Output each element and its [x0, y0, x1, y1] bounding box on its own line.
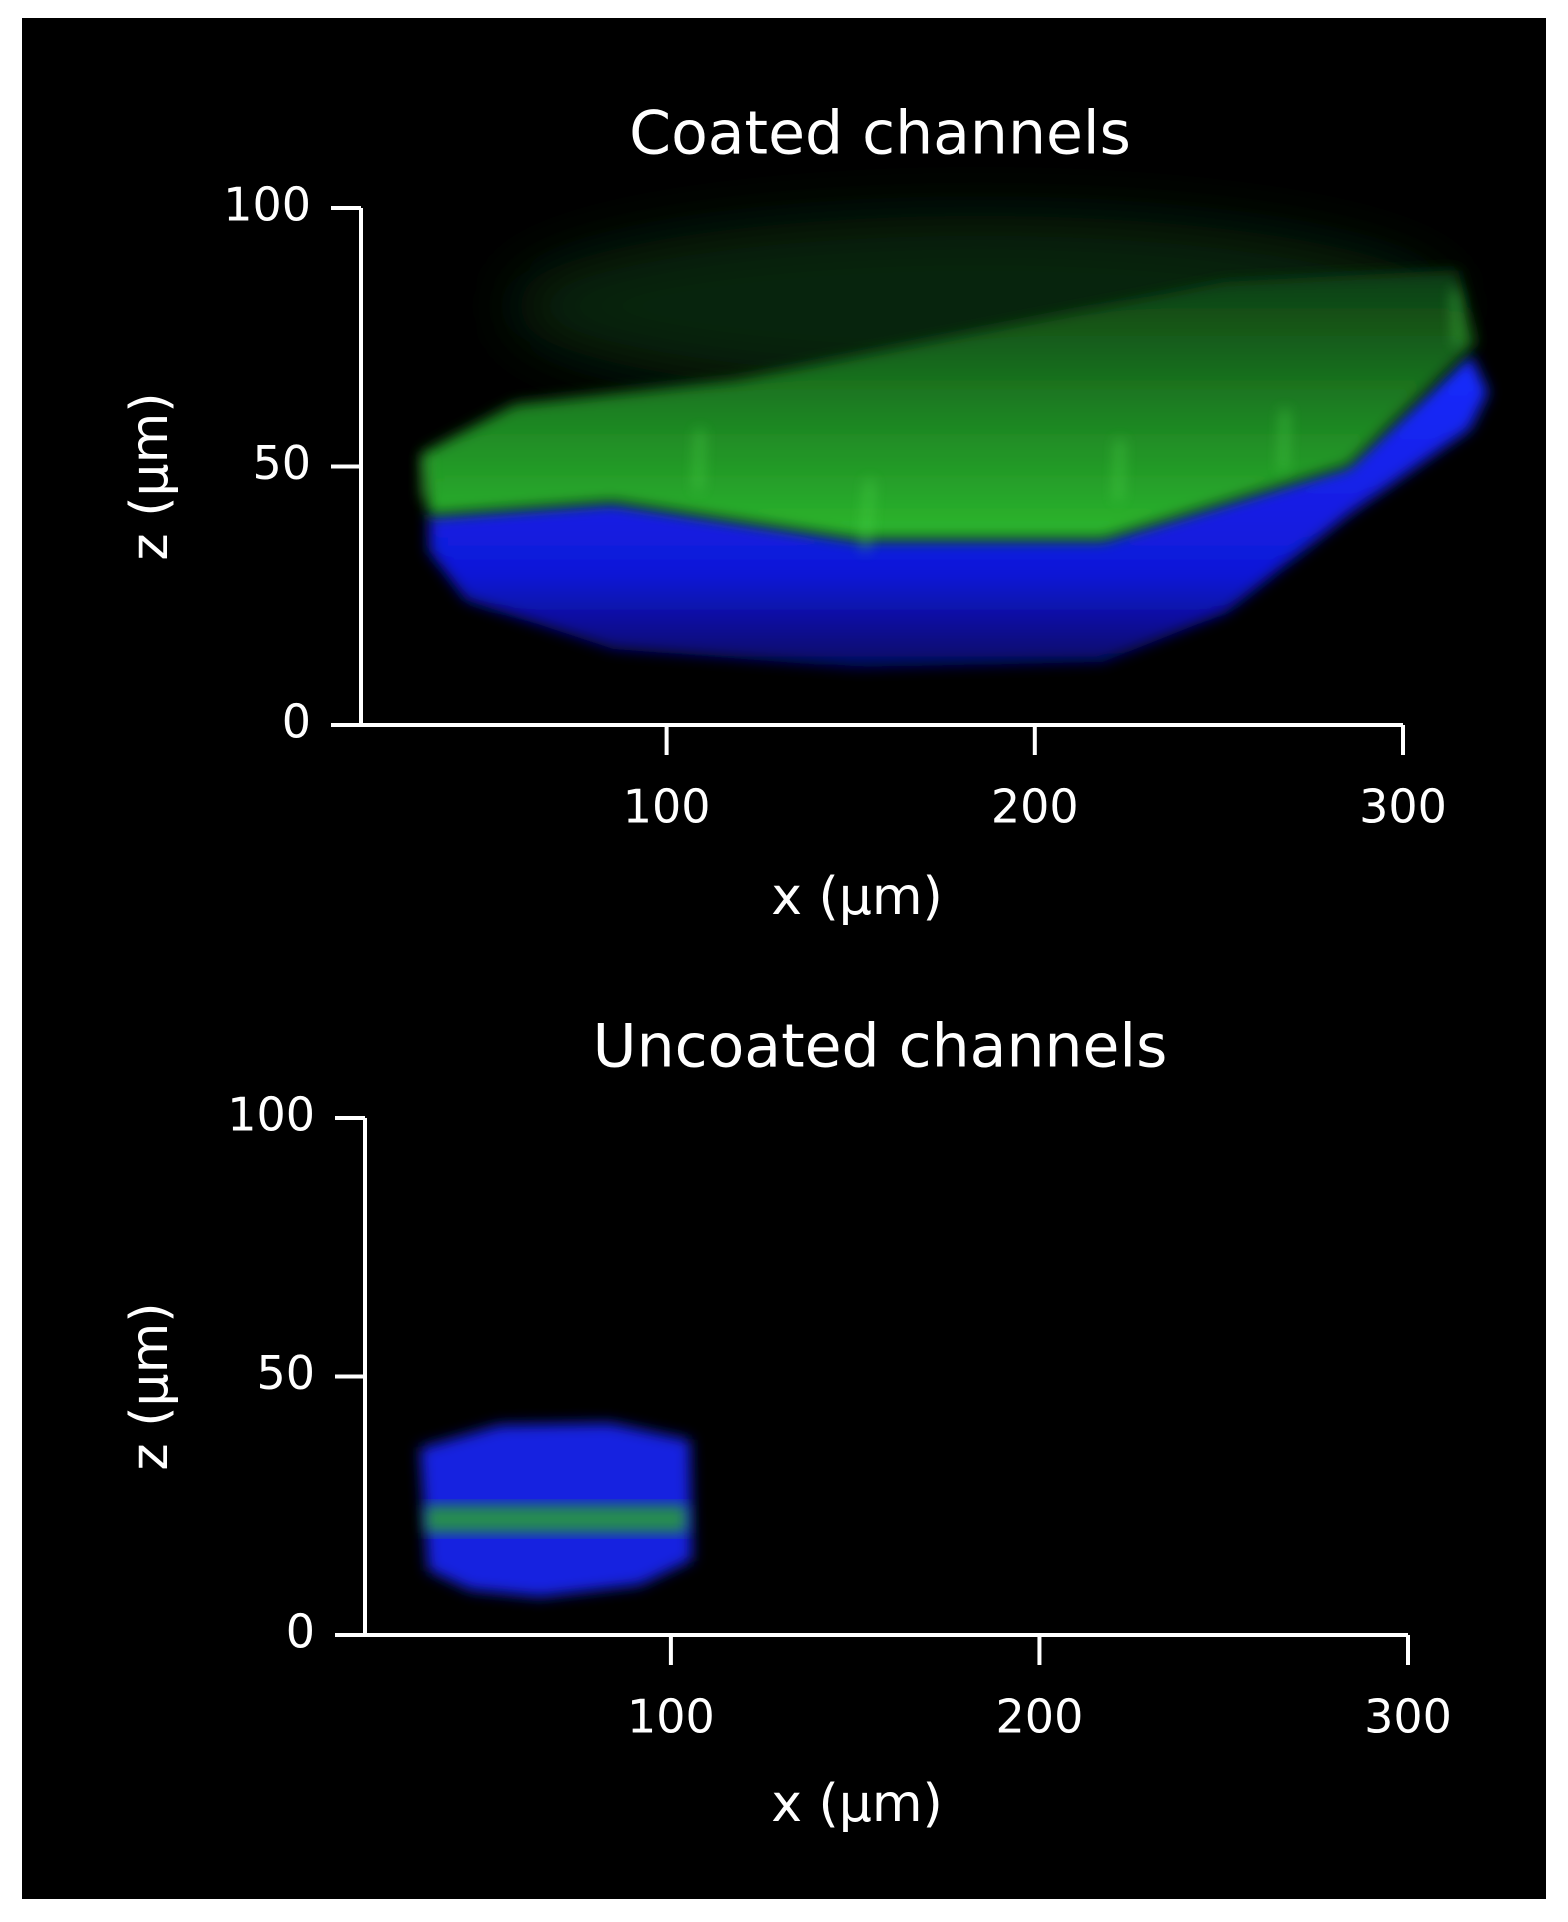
uncoated-image	[420, 1423, 692, 1597]
y-tick-label: 0	[282, 695, 311, 749]
panel-title: Uncoated channels	[593, 1012, 1168, 1082]
x-tick-label: 100	[623, 780, 711, 834]
x-tick-label: 100	[627, 1690, 715, 1744]
y-tick-label: 100	[223, 178, 311, 232]
x-tick-label: 200	[991, 780, 1079, 834]
y-axis-label: z (µm)	[120, 392, 180, 560]
x-axis-label: x (µm)	[771, 1774, 943, 1834]
y-tick-label: 50	[256, 1346, 315, 1400]
x-tick-label: 300	[1359, 780, 1447, 834]
x-tick-label: 300	[1364, 1690, 1452, 1744]
coated-image	[422, 216, 1488, 668]
y-tick-label: 0	[286, 1605, 315, 1659]
panel-title: Coated channels	[629, 99, 1131, 169]
y-axis-label: z (µm)	[120, 1302, 180, 1470]
x-axis-label: x (µm)	[771, 867, 943, 927]
x-tick-label: 200	[996, 1690, 1084, 1744]
y-tick-label: 50	[252, 436, 311, 490]
y-tick-label: 100	[227, 1088, 315, 1142]
